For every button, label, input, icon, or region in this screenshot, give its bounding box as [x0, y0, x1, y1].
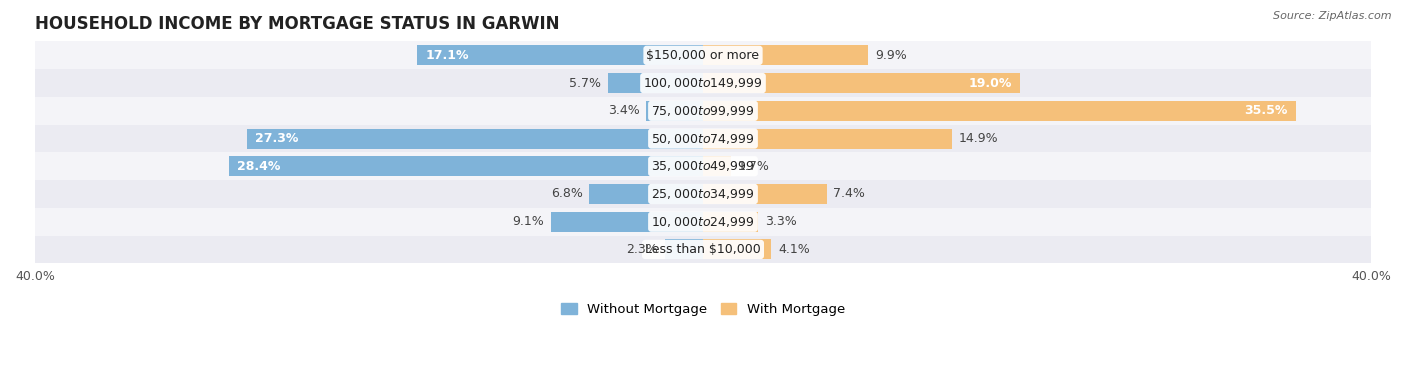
Legend: Without Mortgage, With Mortgage: Without Mortgage, With Mortgage [555, 297, 851, 321]
Bar [647, 101, 703, 121]
Text: 2.3%: 2.3% [626, 243, 658, 256]
Bar [35, 152, 1371, 180]
Text: $10,000 to $24,999: $10,000 to $24,999 [651, 215, 755, 229]
Bar [35, 97, 1371, 125]
Bar [703, 239, 772, 259]
Text: 19.0%: 19.0% [969, 77, 1012, 90]
Bar [551, 212, 703, 232]
Text: 4.1%: 4.1% [778, 243, 810, 256]
Bar [703, 45, 869, 65]
Bar [703, 184, 827, 204]
Text: 3.3%: 3.3% [765, 215, 797, 228]
Text: $75,000 to $99,999: $75,000 to $99,999 [651, 104, 755, 118]
Text: $150,000 or more: $150,000 or more [647, 49, 759, 62]
Text: 1.7%: 1.7% [738, 160, 770, 173]
Bar [247, 129, 703, 149]
Bar [665, 239, 703, 259]
Text: Source: ZipAtlas.com: Source: ZipAtlas.com [1274, 11, 1392, 21]
Text: 3.4%: 3.4% [607, 104, 640, 117]
Text: HOUSEHOLD INCOME BY MORTGAGE STATUS IN GARWIN: HOUSEHOLD INCOME BY MORTGAGE STATUS IN G… [35, 15, 560, 33]
Bar [703, 73, 1021, 93]
Text: 28.4%: 28.4% [238, 160, 280, 173]
Bar [35, 125, 1371, 152]
Text: 17.1%: 17.1% [426, 49, 470, 62]
Text: 6.8%: 6.8% [551, 187, 582, 201]
Text: 14.9%: 14.9% [959, 132, 998, 145]
Bar [35, 41, 1371, 69]
Bar [703, 101, 1296, 121]
Bar [607, 73, 703, 93]
Text: 9.1%: 9.1% [513, 215, 544, 228]
Text: $35,000 to $49,999: $35,000 to $49,999 [651, 159, 755, 173]
Text: 5.7%: 5.7% [569, 77, 602, 90]
Bar [35, 208, 1371, 236]
Bar [418, 45, 703, 65]
Text: 27.3%: 27.3% [256, 132, 298, 145]
Text: $25,000 to $34,999: $25,000 to $34,999 [651, 187, 755, 201]
Text: $100,000 to $149,999: $100,000 to $149,999 [644, 76, 762, 90]
Text: Less than $10,000: Less than $10,000 [645, 243, 761, 256]
Bar [703, 212, 758, 232]
Bar [35, 236, 1371, 263]
Bar [229, 156, 703, 176]
Text: 35.5%: 35.5% [1244, 104, 1288, 117]
Bar [703, 129, 952, 149]
Bar [35, 69, 1371, 97]
Bar [589, 184, 703, 204]
Text: 9.9%: 9.9% [875, 49, 907, 62]
Text: 7.4%: 7.4% [834, 187, 865, 201]
Bar [703, 156, 731, 176]
Text: $50,000 to $74,999: $50,000 to $74,999 [651, 132, 755, 146]
Bar [35, 180, 1371, 208]
